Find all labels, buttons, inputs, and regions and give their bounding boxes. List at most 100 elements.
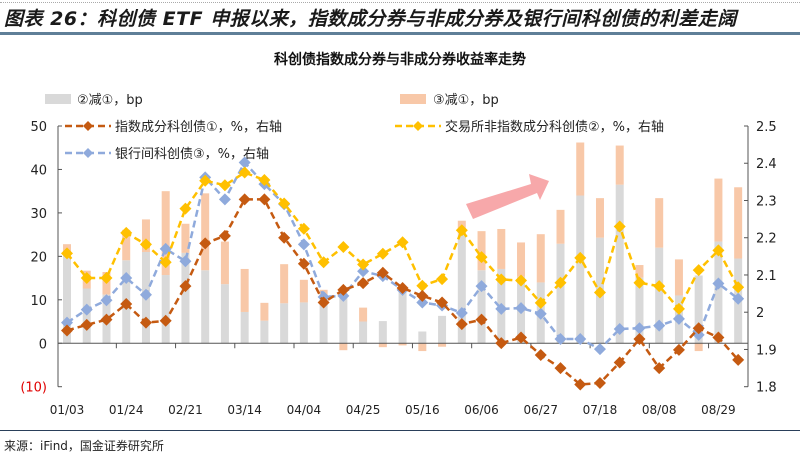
- data-point-marker: [495, 273, 508, 286]
- data-point-marker: [218, 229, 231, 242]
- data-point-marker: [139, 238, 152, 251]
- data-point-marker: [396, 236, 409, 249]
- bar-2-minus-1: [161, 275, 170, 344]
- bar-3-minus-1: [556, 209, 565, 244]
- data-point-marker: [613, 220, 626, 233]
- data-point-marker: [732, 353, 745, 366]
- data-point-marker: [179, 255, 192, 268]
- data-point-marker: [593, 343, 606, 356]
- index-constituent-line: [61, 193, 745, 391]
- x-axis-label: 04/25: [346, 403, 381, 417]
- bar-3-minus-1: [141, 219, 150, 253]
- bar-3-minus-1: [674, 259, 683, 296]
- legend: ②减①，bp ③减①，bp 指数成分科创债①，%，右轴 交易所非指数成分科创债②，%，…: [45, 93, 664, 162]
- right-axis-label: 2.5: [756, 120, 777, 135]
- data-point-marker: [712, 331, 725, 344]
- data-point-marker: [593, 376, 606, 389]
- data-point-marker: [199, 174, 212, 187]
- left-axis-label: 50: [30, 120, 47, 135]
- data-point-marker: [416, 296, 429, 309]
- bar-3-minus-1: [615, 145, 624, 185]
- data-point-marker: [61, 324, 73, 337]
- data-point-marker: [554, 276, 567, 289]
- bar-2-minus-1: [635, 277, 644, 344]
- bar-3-minus-1: [398, 343, 407, 346]
- axes: 50 40 30 20 10 0 (10) 2.5 2.4 2.3 2.2 2.1 2 1.9 1.8 01/…: [20, 120, 776, 417]
- data-point-marker: [80, 271, 93, 284]
- data-point-marker: [455, 306, 468, 319]
- data-point-marker: [633, 276, 646, 289]
- legend-label: 交易所非指数成分科创债②，%，右轴: [445, 119, 664, 135]
- legend-label: ③减①，bp: [433, 93, 499, 108]
- right-axis-label: 2.2: [756, 232, 777, 247]
- bar-3-minus-1: [438, 343, 447, 347]
- legend-label: ②减①，bp: [77, 93, 143, 108]
- data-point-marker: [534, 307, 547, 320]
- data-point-marker: [357, 277, 370, 290]
- data-point-marker: [297, 257, 310, 270]
- data-point-marker: [100, 313, 113, 326]
- data-point-marker: [672, 343, 685, 356]
- bar-3-minus-1: [260, 302, 269, 321]
- bar-2-minus-1: [615, 184, 624, 344]
- x-axis-label: 06/06: [464, 403, 499, 417]
- data-point-marker: [515, 331, 528, 344]
- data-point-marker: [258, 193, 271, 206]
- data-point-marker: [61, 316, 73, 329]
- data-point-marker: [613, 356, 626, 369]
- data-point-marker: [120, 271, 133, 284]
- data-point-marker: [238, 193, 251, 206]
- bar-3-minus-1: [517, 242, 526, 277]
- bar-3-minus-1: [280, 264, 289, 304]
- bar-2-minus-1: [280, 303, 289, 344]
- legend-swatch-bar: [400, 94, 426, 104]
- bar-2-minus-1: [418, 331, 427, 344]
- x-axis-label: 05/16: [405, 403, 440, 417]
- right-axis-label: 2: [756, 306, 764, 321]
- data-point-marker: [495, 337, 508, 350]
- data-point-marker: [278, 231, 291, 244]
- bar-3-minus-1: [181, 223, 190, 253]
- bar-2-minus-1: [319, 296, 328, 344]
- data-point-marker: [396, 282, 409, 295]
- left-axis-label: 30: [30, 207, 47, 222]
- data-point-marker: [159, 314, 172, 327]
- data-point-marker: [179, 280, 192, 293]
- bar-3-minus-1: [201, 193, 210, 271]
- bar-2-minus-1: [339, 293, 348, 344]
- data-point-marker: [317, 296, 330, 309]
- data-point-marker: [554, 333, 567, 346]
- bar-2-minus-1: [260, 320, 269, 344]
- bar-2-minus-1: [457, 233, 466, 344]
- bar-2-minus-1: [398, 289, 407, 344]
- x-axis-label: 03/14: [227, 403, 262, 417]
- index-constituent-line-path: [66, 198, 740, 386]
- x-axis-label: 08/08: [642, 403, 677, 417]
- exchange-non-constituent-line: [61, 166, 745, 315]
- data-point-marker: [515, 274, 528, 287]
- data-point-marker: [258, 174, 271, 187]
- bar-3-minus-1: [339, 343, 348, 351]
- bar-3-minus-1: [359, 307, 368, 322]
- data-point-marker: [574, 378, 587, 391]
- bar-2-minus-1: [694, 275, 703, 344]
- bar-3-minus-1: [655, 198, 664, 248]
- right-axis-label: 2.1: [756, 269, 777, 284]
- data-point-marker: [376, 247, 389, 260]
- data-point-marker: [732, 292, 745, 305]
- bar-2-minus-1: [201, 270, 210, 344]
- data-point-marker: [436, 273, 449, 286]
- bar-3-minus-1: [378, 343, 387, 348]
- data-point-marker: [139, 316, 152, 329]
- data-point-marker: [80, 318, 93, 331]
- data-point-marker: [455, 318, 468, 331]
- bar-3-minus-1: [418, 343, 427, 352]
- data-point-marker: [120, 226, 133, 239]
- data-point-marker: [653, 280, 666, 293]
- bar-3-minus-1: [595, 198, 604, 238]
- bar-3-minus-1: [694, 343, 703, 352]
- data-point-marker: [80, 303, 93, 316]
- chart-title: 科创债指数成分券与非成分券收益率走势: [274, 51, 526, 68]
- legend-marker: [83, 148, 93, 158]
- legend-marker: [83, 121, 93, 131]
